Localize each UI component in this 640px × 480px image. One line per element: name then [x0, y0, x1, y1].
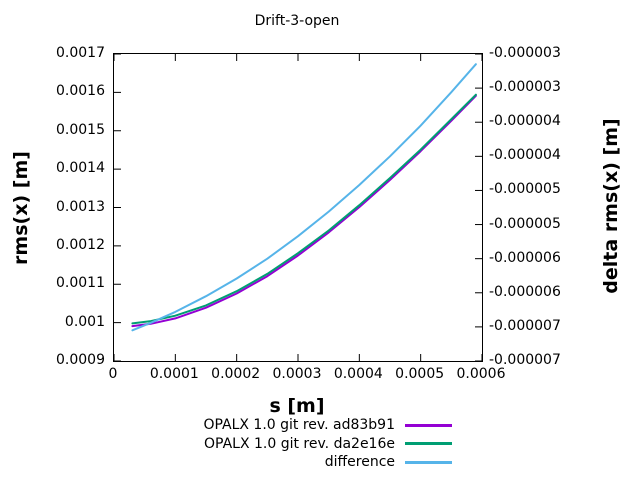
legend-line-sample: [405, 423, 452, 427]
legend-row: OPALX 1.0 git rev. ad83b91: [0, 416, 452, 434]
x-tick-label: 0.0001: [149, 366, 199, 382]
legend-line-sample: [405, 460, 452, 464]
legend-row: difference: [0, 453, 452, 471]
y1-tick-label: 0.0014: [56, 160, 105, 176]
y1-tick-label: 0.001: [64, 314, 105, 330]
series-line-1: [131, 93, 477, 325]
x-tick-label: 0.0005: [395, 366, 445, 382]
y1-tick-label: 0.0011: [56, 275, 105, 291]
y2-tick-label: -0.000004: [489, 113, 561, 129]
legend-label: OPALX 1.0 git rev. ad83b91: [203, 417, 395, 433]
y2-axis-title: delta rms(x) [m]: [600, 118, 622, 294]
y2-tick-label: -0.000003: [489, 45, 561, 61]
series-line-0: [131, 94, 477, 328]
legend-label: OPALX 1.0 git rev. da2e16e: [204, 435, 395, 452]
legend-row: OPALX 1.0 git rev. da2e16e: [0, 435, 452, 453]
legend-line-sample: [405, 442, 452, 445]
y2-tick-label: -0.000007: [489, 318, 561, 334]
series-line-2: [131, 63, 477, 332]
y1-tick-label: 0.0012: [56, 237, 105, 253]
legend-label: difference: [324, 454, 395, 470]
y2-tick-label: -0.000006: [489, 250, 561, 266]
x-tick-label: 0.0006: [456, 366, 506, 382]
plot-area: [113, 53, 483, 362]
y2-tick-label: -0.000003: [489, 79, 561, 95]
x-tick-label: 0.0003: [272, 366, 322, 382]
x-tick-label: 0.0002: [211, 366, 261, 382]
y1-tick-label: 0.0013: [56, 199, 105, 215]
y1-tick-label: 0.0015: [56, 122, 105, 138]
y1-tick-label: 0.0016: [56, 83, 105, 99]
x-axis-title: s [m]: [269, 395, 325, 417]
y2-tick-label: -0.000007: [489, 352, 561, 368]
x-tick-label: 0.0004: [333, 366, 383, 382]
y2-tick-label: -0.000005: [489, 181, 561, 197]
y1-tick-label: 0.0009: [56, 352, 105, 368]
y2-tick-label: -0.000005: [489, 216, 561, 232]
plot-curves: [114, 54, 482, 361]
y2-tick-label: -0.000006: [489, 284, 561, 300]
chart-title: Drift-3-open: [254, 13, 340, 29]
y1-tick-label: 0.0017: [56, 45, 105, 61]
y2-tick-label: -0.000004: [489, 147, 561, 163]
x-tick-label: 0: [108, 366, 118, 382]
